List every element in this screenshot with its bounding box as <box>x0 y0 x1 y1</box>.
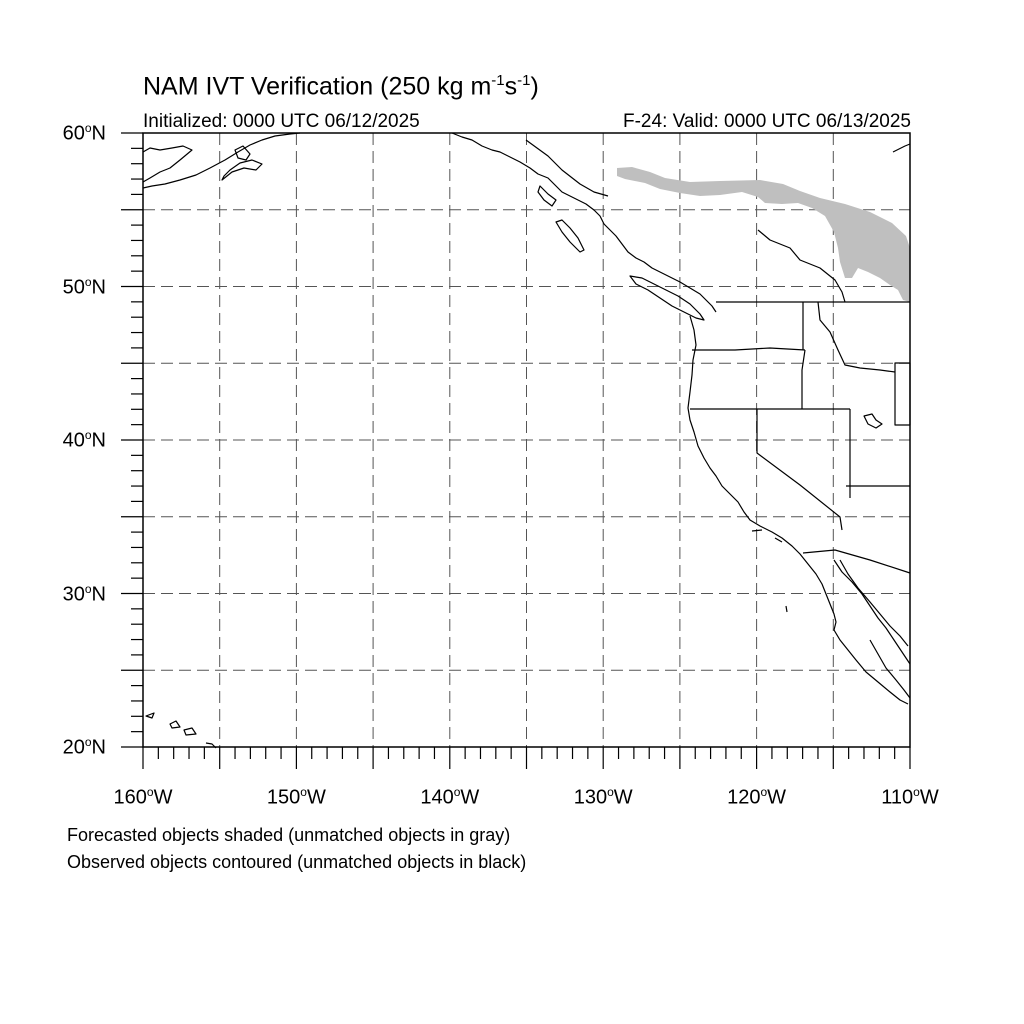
lon-tick-label: 140oW <box>420 785 480 809</box>
title-main: NAM IVT Verification (250 kg m <box>143 72 492 101</box>
mainland-mexico-coast <box>839 559 909 647</box>
canada-provinces <box>757 229 846 303</box>
title-unit-s: s <box>504 72 518 101</box>
great-salt-lake <box>863 413 883 429</box>
coastlines-and-borders <box>142 132 911 749</box>
initialized-label: Initialized: 0000 UTC 06/12/2025 <box>143 111 420 132</box>
idaho-montana-border <box>817 301 896 373</box>
kenai-inlet <box>234 145 251 161</box>
baja-california <box>833 629 909 705</box>
lon-tick-label: 130oW <box>573 785 633 809</box>
chart-title: NAM IVT Verification (250 kg m-1s-1) <box>143 72 539 101</box>
alaska-canada-border <box>525 139 609 197</box>
lon-tick-label: 150oW <box>266 785 326 809</box>
alaska-coast-west <box>142 145 193 183</box>
kodiak-island <box>221 159 263 181</box>
valid-time-label: F-24: Valid: 0000 UTC 06/13/2025 <box>623 111 911 132</box>
guadalupe-island <box>785 605 788 613</box>
footnote-observed: Observed objects contoured (unmatched ob… <box>67 852 527 872</box>
idaho-wyoming-border <box>894 362 911 426</box>
lon-tick-label: 110oW <box>881 785 939 809</box>
lon-tick-label: 160oW <box>113 785 173 809</box>
footnote-forecast: Forecasted objects shaded (unmatched obj… <box>67 825 511 845</box>
gulf-california-east <box>833 559 911 665</box>
axis-ticks <box>121 132 911 769</box>
us-mexico-border <box>802 549 911 574</box>
mexico-west-coast <box>869 639 911 699</box>
map-frame <box>142 132 911 748</box>
lat-tick-label: 60oN <box>62 121 106 145</box>
hawaii-maui <box>183 727 197 736</box>
haida-gwaii <box>555 219 585 253</box>
lat-tick-label: 30oN <box>62 581 106 606</box>
title-exponent-2: -1 <box>517 72 531 89</box>
forecast-object-unmatched <box>617 167 910 302</box>
lon-tick-label: 120oW <box>727 785 787 809</box>
alaska-panhandle-coast <box>451 132 717 313</box>
lat-tick-label: 50oN <box>62 274 106 299</box>
washington-oregon-border <box>692 347 806 351</box>
hawaii-niihau <box>145 712 155 719</box>
alaska-coast-south <box>142 132 301 189</box>
lat-tick-label: 40oN <box>62 428 106 452</box>
nova-isolated-coast <box>892 143 911 153</box>
lat-tick-label: 20oN <box>62 735 106 759</box>
california-nevada-border <box>756 409 843 531</box>
title-exponent-1: -1 <box>491 72 505 89</box>
channel-islands <box>751 529 783 543</box>
us-west-coast <box>687 315 837 631</box>
hawaii-oahu <box>169 720 181 729</box>
vancouver-island <box>629 275 705 321</box>
gridlines <box>143 133 910 747</box>
alexander-islands <box>537 185 557 207</box>
title-close: ) <box>530 72 539 101</box>
oregon-idaho-border <box>801 349 806 409</box>
